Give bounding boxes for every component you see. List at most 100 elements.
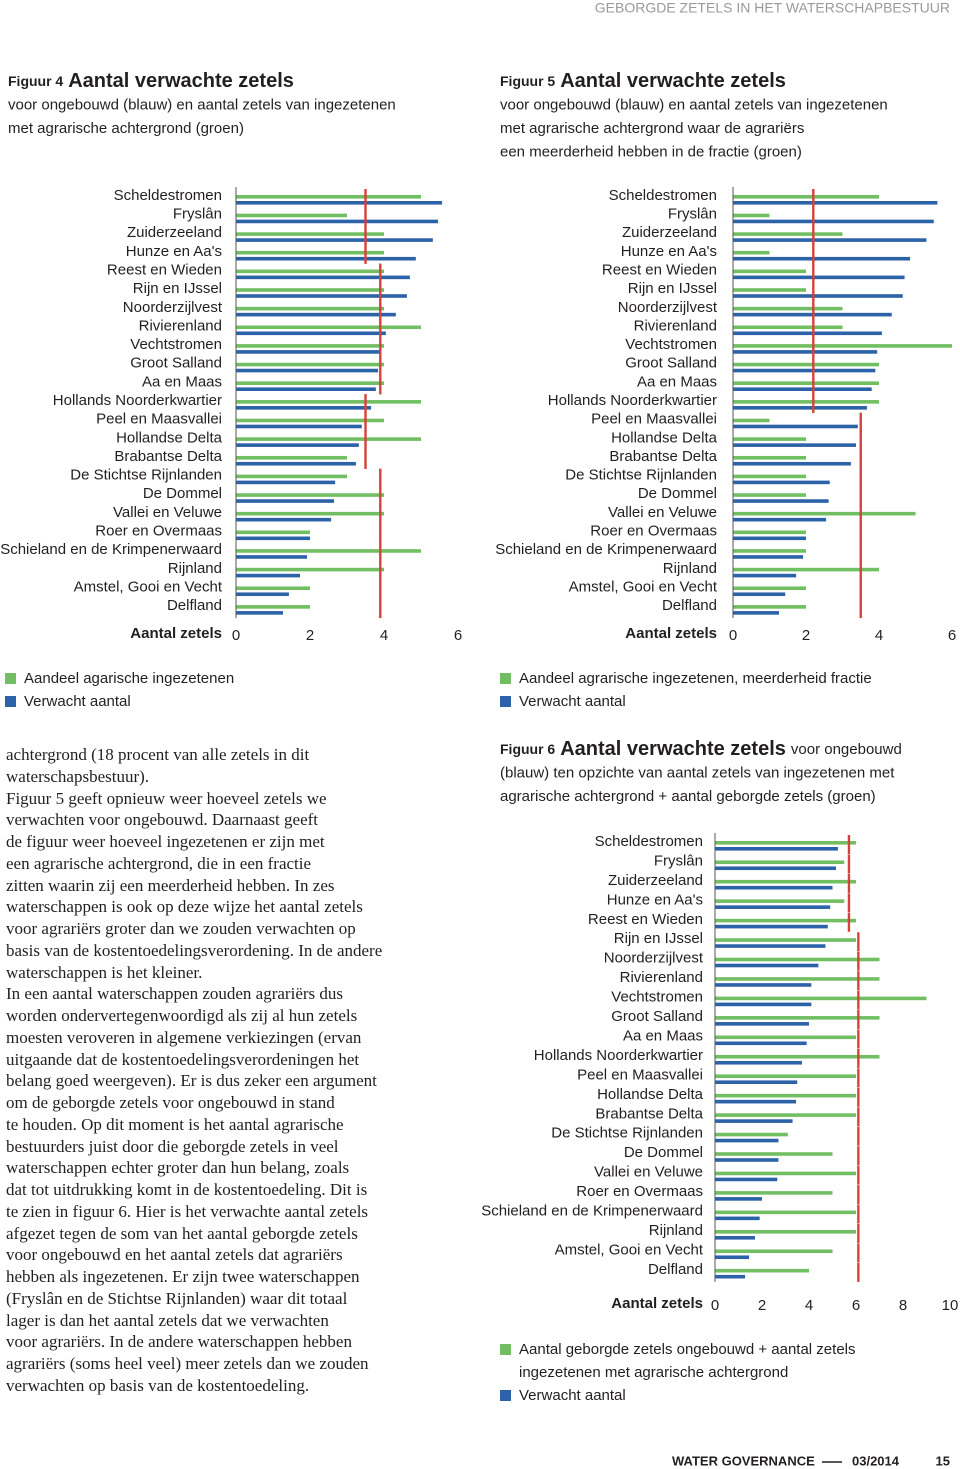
category-label: Delfland (648, 1261, 703, 1278)
category-label: Schieland en de Krimpenerwaard (495, 541, 717, 558)
bar (715, 1255, 750, 1260)
category-label: Hollands Noorderkwartier (548, 392, 717, 409)
bar (715, 860, 845, 865)
x-tick-label: 4 (875, 627, 883, 644)
x-tick-label: 10 (942, 1297, 959, 1314)
category-label: Noorderzijlvest (618, 299, 718, 316)
bar (715, 957, 880, 962)
bar (715, 1236, 755, 1240)
figure-title: Aantal verwachte zetels (560, 70, 786, 92)
bar (733, 344, 952, 348)
x-tick-label: 6 (948, 627, 956, 644)
bar (715, 841, 856, 845)
category-label: Hunze en Aa's (607, 891, 703, 908)
category-label: Peel en Maasvallei (96, 411, 222, 428)
category-label: Groot Salland (625, 355, 717, 372)
bar (715, 899, 845, 903)
body-text-line: waterschappen echter groter dan hun bela… (6, 1158, 350, 1178)
bar (236, 511, 384, 516)
body-text-line: basis van de kostentoedelingsverordening… (6, 940, 383, 960)
category-label: Zuiderzeeland (622, 224, 717, 241)
bar (236, 567, 384, 572)
bar (236, 387, 376, 391)
x-tick-label: 6 (852, 1297, 860, 1314)
bar (715, 1074, 856, 1078)
figure-caption: Figuur 6 Aantal verwachte zetels voor onge… (500, 738, 902, 760)
category-label: Zuiderzeeland (127, 224, 222, 241)
category-label: Noorderzijlvest (604, 950, 704, 967)
category-label: Amstel, Gooi en Vecht (555, 1241, 704, 1258)
body-text-line: een agrarische achtergrond, die in een f… (6, 853, 312, 873)
bar (733, 213, 770, 218)
bar (715, 1191, 833, 1195)
body-text-line: voor agrariërs. In de andere waterschapp… (6, 1332, 352, 1352)
category-label: Reest en Wieden (602, 262, 717, 279)
legend-label: Verwacht aantal (519, 1387, 626, 1404)
category-label: Noorderzijlvest (123, 299, 223, 316)
figure-subtitle: een meerderheid hebben in de fractie (gr… (500, 143, 802, 160)
bar (715, 983, 812, 987)
bar (236, 368, 379, 373)
issue: 03/2014 (852, 1453, 900, 1468)
x-tick-label: 0 (729, 627, 737, 644)
bar (236, 219, 439, 224)
bar (733, 605, 806, 609)
bar (715, 1041, 807, 1046)
category-label: Groot Salland (130, 355, 222, 372)
category-label: Rivierenland (634, 317, 717, 334)
category-label: Aa en Maas (623, 1027, 703, 1044)
bar (715, 1197, 762, 1201)
bar (715, 1268, 809, 1273)
x-axis-label: Aantal zetels (625, 625, 717, 642)
bar (733, 530, 806, 535)
bar (715, 1060, 802, 1065)
category-label: De Stichtse Rijnlanden (70, 467, 222, 484)
x-tick-label: 4 (380, 627, 388, 644)
category-label: De Dommel (624, 1144, 703, 1161)
category-label: Brabantse Delta (595, 1105, 703, 1122)
figure-title-suffix: voor ongebouwd (791, 741, 902, 758)
bar (236, 362, 384, 367)
bar (733, 549, 806, 553)
bar (236, 424, 362, 429)
category-label: Hunze en Aa's (621, 243, 717, 260)
category-label: Zuiderzeeland (608, 872, 703, 889)
bar (733, 381, 879, 385)
category-label: Reest en Wieden (588, 911, 703, 928)
category-label: Hollandse Delta (611, 429, 718, 446)
bar (236, 530, 310, 535)
body-text-line: agrariërs (soms heel veel) meer zetels d… (6, 1354, 369, 1373)
bar (733, 325, 843, 330)
bar (733, 406, 867, 410)
bar (236, 611, 283, 615)
category-label: Rijn en IJssel (628, 280, 717, 297)
bar (236, 592, 289, 597)
category-label: Rijn en IJssel (133, 280, 222, 297)
figure-subtitle: met agrarische achtergrond (groen) (8, 120, 244, 137)
body-text-line: zitten waarin zij een meerderheid hebben… (6, 875, 335, 895)
x-tick-label: 8 (899, 1297, 907, 1314)
bar (236, 443, 359, 447)
category-label: Fryslân (654, 852, 703, 869)
x-tick-label: 2 (802, 627, 810, 644)
bar (715, 924, 828, 929)
legend-swatch (500, 673, 511, 684)
body-text-line: bestuurders juist door die geborgde zete… (6, 1136, 339, 1156)
bar (236, 573, 301, 578)
bar (715, 1119, 793, 1123)
bar (733, 536, 806, 541)
bar (733, 275, 905, 280)
legend-swatch (500, 696, 511, 707)
bar (715, 847, 838, 851)
x-tick-label: 0 (232, 627, 240, 644)
body-text-line: Figuur 5 geeft opnieuw weer hoeveel zete… (6, 788, 327, 808)
category-label: Vechtstromen (611, 989, 703, 1006)
body-text-line: waterschappen is het kleiner. (6, 962, 203, 982)
bar (236, 474, 347, 479)
bar (715, 963, 819, 968)
bar (236, 517, 332, 522)
legend-label: Verwacht aantal (24, 693, 131, 710)
category-label: Groot Salland (611, 1008, 703, 1025)
category-label: Peel en Maasvallei (577, 1066, 703, 1083)
